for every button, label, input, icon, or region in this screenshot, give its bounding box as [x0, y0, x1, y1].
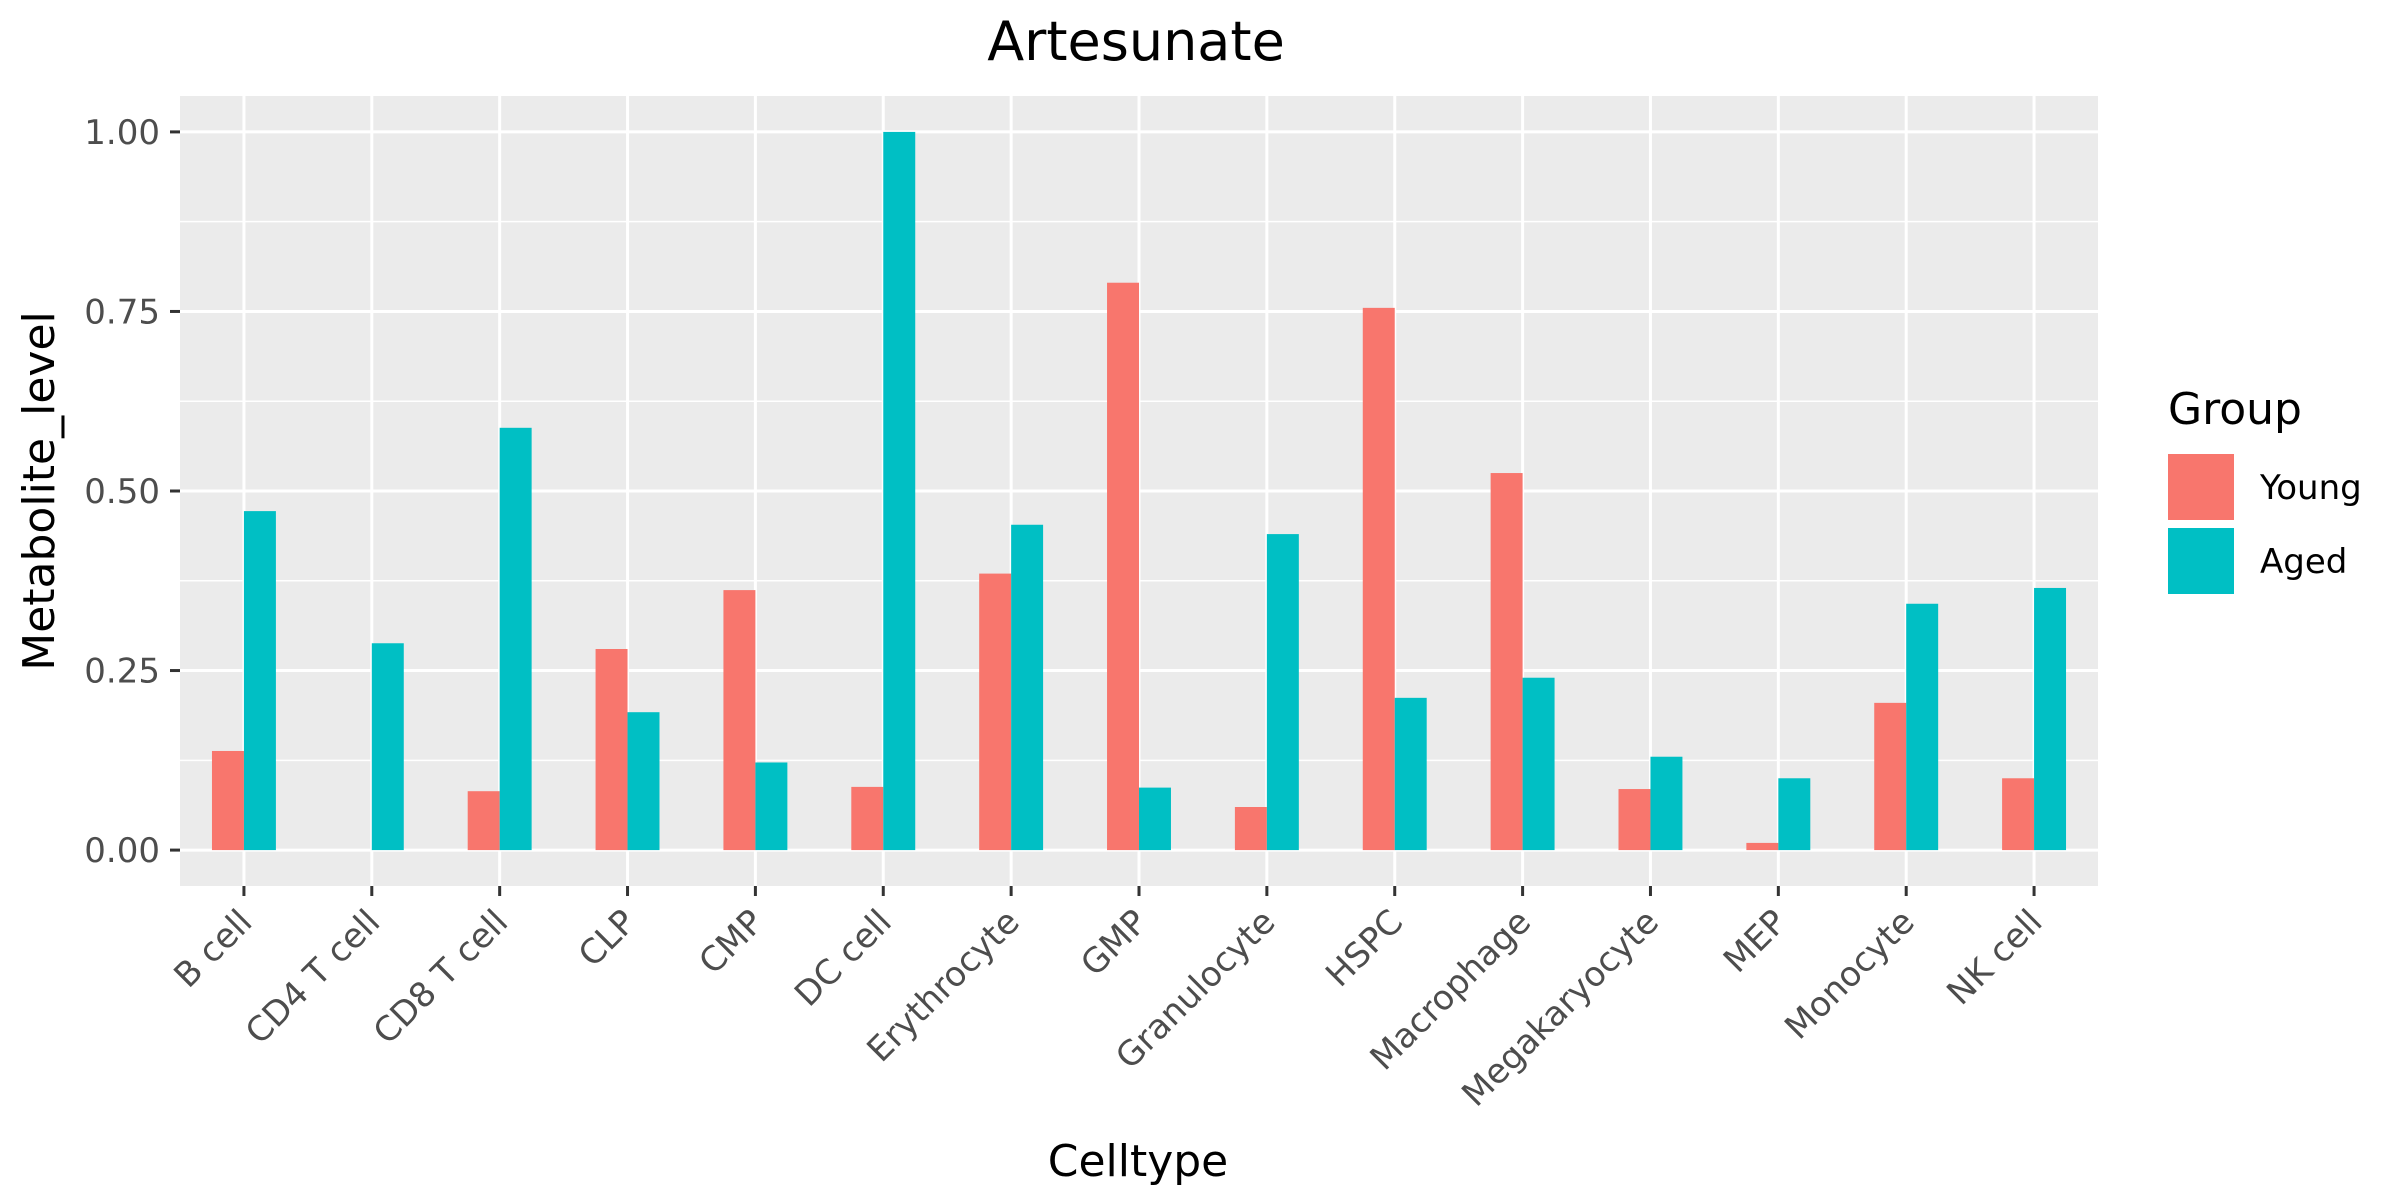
- x-tick-label: DC cell: [787, 902, 900, 1015]
- bar-young: [1107, 282, 1139, 851]
- bar-aged: [243, 511, 276, 851]
- y-tick-label: 1.00: [84, 113, 160, 153]
- legend-label-aged: Aged: [2260, 542, 2347, 582]
- x-tick-label: MEP: [1716, 902, 1795, 981]
- bar-aged: [1266, 534, 1299, 851]
- bar-aged: [1778, 778, 1811, 851]
- bar-young: [851, 786, 884, 851]
- bar-young: [1490, 473, 1523, 851]
- x-tick-label: CLP: [571, 902, 644, 975]
- bar-aged: [1139, 787, 1171, 851]
- bar-young: [1362, 307, 1395, 851]
- x-tick-label: CMP: [691, 902, 771, 982]
- x-tick-label: B cell: [167, 902, 261, 996]
- legend-title: Group: [2168, 384, 2302, 435]
- bar-aged: [627, 712, 660, 851]
- bar-aged: [1522, 677, 1555, 851]
- legend-swatch-young: [2168, 454, 2234, 520]
- bars: [211, 131, 2067, 851]
- legend: Group Young Aged: [2168, 384, 2362, 594]
- bar-aged: [2034, 587, 2067, 851]
- bar-young: [1234, 807, 1267, 851]
- bar-young: [1874, 702, 1907, 851]
- bar-aged: [1906, 603, 1939, 851]
- x-tick-label: GMP: [1073, 902, 1155, 984]
- bar-young: [979, 573, 1012, 851]
- y-tick-label: 0.00: [84, 831, 160, 871]
- legend-swatch-aged: [2168, 528, 2234, 594]
- bar-aged: [755, 762, 788, 851]
- bar-young: [595, 649, 628, 851]
- bar-young: [723, 590, 756, 851]
- y-axis: 0.00 0.25 0.50 0.75 1.00: [84, 113, 180, 871]
- bar-aged: [883, 131, 916, 851]
- bar-young: [1746, 842, 1779, 851]
- y-tick-label: 0.25: [84, 652, 160, 692]
- x-tick-label: HSPC: [1318, 902, 1411, 995]
- x-tick-label: Monocyte: [1777, 902, 1922, 1047]
- bar-aged: [499, 427, 532, 851]
- y-tick-label: 0.50: [84, 472, 160, 512]
- bar-young: [211, 750, 244, 851]
- chart-title: Artesunate: [987, 10, 1285, 73]
- bar-aged: [371, 643, 404, 851]
- bar-young: [467, 791, 500, 851]
- bar-young: [1618, 789, 1651, 851]
- x-tick-label: CD8 T cell: [366, 902, 516, 1052]
- x-axis-title: Celltype: [1048, 1136, 1229, 1187]
- legend-label-young: Young: [2259, 468, 2362, 508]
- bar-aged: [1650, 756, 1683, 851]
- y-axis-title: Metabolite_level: [14, 311, 65, 671]
- bar-aged: [1394, 697, 1427, 851]
- x-tick-label: NK cell: [1939, 902, 2050, 1013]
- y-tick-label: 0.75: [84, 292, 160, 332]
- bar-aged: [1011, 524, 1044, 851]
- bar-young: [2002, 778, 2035, 851]
- x-tick-label: CD4 T cell: [238, 902, 388, 1052]
